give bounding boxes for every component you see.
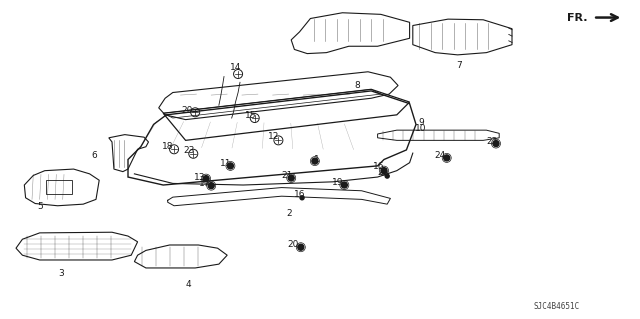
- Circle shape: [208, 183, 214, 189]
- Text: 24: 24: [435, 151, 446, 160]
- Text: 6: 6: [92, 151, 97, 160]
- Circle shape: [298, 244, 304, 250]
- Text: 18: 18: [162, 142, 173, 151]
- Text: 20: 20: [181, 106, 193, 115]
- Circle shape: [493, 141, 499, 146]
- Text: 14: 14: [230, 63, 241, 72]
- Text: 15: 15: [245, 111, 257, 120]
- Circle shape: [203, 176, 209, 182]
- Text: 12: 12: [268, 132, 280, 141]
- Text: 19: 19: [332, 178, 344, 187]
- Text: 22: 22: [486, 137, 497, 146]
- Text: 17: 17: [199, 179, 211, 188]
- Text: 1: 1: [314, 155, 319, 164]
- Text: 5: 5: [37, 202, 42, 211]
- Circle shape: [385, 174, 389, 178]
- Text: 4: 4: [186, 280, 191, 289]
- Text: FR.: FR.: [566, 12, 588, 23]
- Circle shape: [341, 182, 348, 188]
- Bar: [46, 180, 72, 194]
- Circle shape: [227, 163, 234, 169]
- Circle shape: [312, 158, 318, 164]
- Circle shape: [444, 155, 450, 161]
- Text: 2: 2: [287, 209, 292, 218]
- Text: 3: 3: [58, 269, 63, 278]
- Circle shape: [300, 196, 304, 200]
- Text: 16: 16: [294, 190, 305, 199]
- Text: 20: 20: [287, 241, 299, 249]
- Text: 13: 13: [194, 173, 205, 182]
- Text: SJC4B4651C: SJC4B4651C: [534, 302, 580, 311]
- Text: 16: 16: [373, 162, 385, 171]
- Text: 8: 8: [355, 81, 360, 90]
- Text: 9: 9: [419, 118, 424, 127]
- Text: 25: 25: [377, 168, 388, 177]
- Text: 23: 23: [183, 146, 195, 155]
- Text: 21: 21: [281, 171, 292, 180]
- Text: 7: 7: [457, 61, 462, 70]
- Circle shape: [288, 175, 294, 181]
- Text: 10: 10: [415, 124, 427, 133]
- Circle shape: [381, 168, 387, 174]
- Text: 11: 11: [220, 159, 231, 168]
